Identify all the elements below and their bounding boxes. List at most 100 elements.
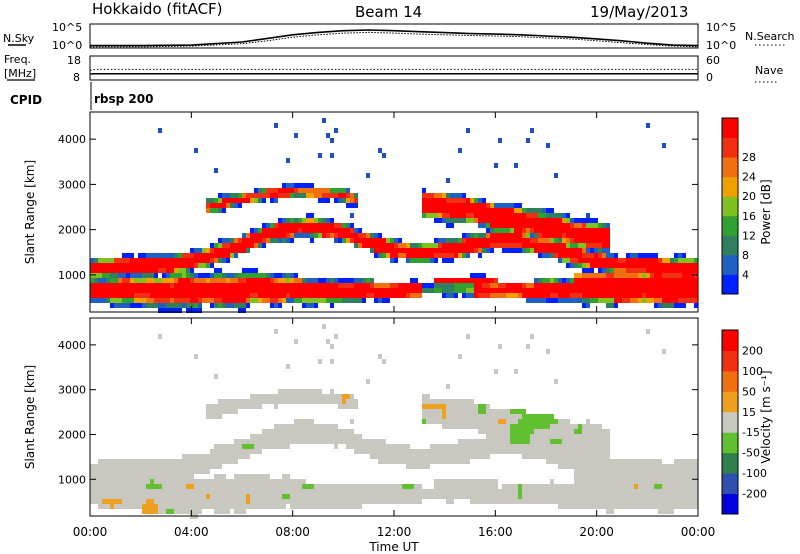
velocity-cell: [298, 504, 302, 509]
power-cell: [514, 223, 518, 228]
velocity-cell: [638, 474, 642, 479]
velocity-cell: [642, 464, 646, 469]
velocity-cell: [170, 499, 174, 504]
power-cell: [590, 263, 594, 268]
power-cell: [554, 228, 558, 233]
velocity-cell: [242, 439, 246, 444]
power-cell: [614, 283, 618, 288]
power-cell: [306, 303, 310, 308]
power-cell: [394, 258, 398, 263]
power-cell: [218, 273, 222, 278]
velocity-cell: [310, 419, 314, 424]
velocity-cell: [646, 329, 650, 334]
velocity-cell: [442, 449, 446, 454]
power-cell: [578, 253, 582, 258]
velocity-cell: [582, 424, 586, 429]
power-cell: [438, 288, 442, 293]
power-cell: [546, 293, 550, 298]
power-cell: [310, 218, 314, 223]
velocity-cell: [174, 509, 178, 514]
power-cell: [430, 208, 434, 213]
power-cell: [478, 278, 482, 283]
velocity-cell: [182, 504, 186, 509]
power-cell: [666, 293, 670, 298]
velocity-cell: [662, 494, 666, 499]
power-cell: [286, 158, 290, 163]
velocity-cell: [334, 489, 338, 494]
velocity-cell: [650, 474, 654, 479]
velocity-cell: [282, 439, 286, 444]
velocity-cell: [226, 484, 230, 489]
velocity-cell: [110, 459, 114, 464]
velocity-cell: [274, 479, 278, 484]
power-cell: [482, 278, 486, 283]
power-cell: [562, 248, 566, 253]
power-cell: [474, 218, 478, 223]
power-cell: [550, 283, 554, 288]
velocity-cell: [518, 429, 522, 434]
velocity-cell: [254, 489, 258, 494]
velocity-cell: [394, 454, 398, 459]
power-cell: [598, 238, 602, 243]
power-cell: [562, 238, 566, 243]
power-cell: [234, 193, 238, 198]
velocity-cell: [374, 484, 378, 489]
power-cell: [450, 248, 454, 253]
power-cell: [550, 213, 554, 218]
velocity-cell: [462, 439, 466, 444]
velocity-cell: [266, 434, 270, 439]
velocity-cell: [622, 489, 626, 494]
power-cell: [398, 243, 402, 248]
power-cell: [486, 213, 490, 218]
power-cell: [522, 283, 526, 288]
velocity-cell: [130, 459, 134, 464]
power-cell: [574, 218, 578, 223]
velocity-cell: [510, 494, 514, 499]
velocity-cell: [218, 504, 222, 509]
power-cell: [434, 253, 438, 258]
velocity-cell: [258, 489, 262, 494]
velocity-cell: [170, 459, 174, 464]
power-cell: [166, 263, 170, 268]
power-cell: [482, 273, 486, 278]
power-cell: [570, 258, 574, 263]
velocity-cell: [470, 499, 474, 504]
velocity-cell: [334, 394, 338, 399]
velocity-cell: [498, 449, 502, 454]
velocity-cell: [406, 454, 410, 459]
power-cell: [450, 258, 454, 263]
power-cell: [546, 223, 550, 228]
power-cell: [654, 298, 658, 303]
velocity-cell: [658, 479, 662, 484]
velocity-cell: [586, 439, 590, 444]
power-cell: [114, 293, 118, 298]
velocity-cell: [498, 414, 502, 419]
power-cell: [454, 248, 458, 253]
velocity-cell: [590, 484, 594, 489]
power-cell: [434, 278, 438, 283]
velocity-cell: [330, 484, 334, 489]
power-cell: [514, 218, 518, 223]
power-cell: [458, 243, 462, 248]
velocity-cell: [290, 429, 294, 434]
power-cell: [410, 258, 414, 263]
power-cell: [358, 298, 362, 303]
power-cell: [278, 288, 282, 293]
power-cell: [186, 273, 190, 278]
velocity-cell: [614, 494, 618, 499]
velocity-cell: [386, 449, 390, 454]
velocity-cell: [506, 489, 510, 494]
velocity-cell: [598, 429, 602, 434]
power-cell: [98, 258, 102, 263]
velocity-cell: [646, 474, 650, 479]
velocity-cell: [570, 459, 574, 464]
velocity-cell: [694, 479, 698, 484]
velocity-cell: [602, 449, 606, 454]
velocity-cell: [394, 449, 398, 454]
velocity-cell: [490, 494, 494, 499]
velocity-cell: [154, 459, 158, 464]
velocity-cell: [486, 434, 490, 439]
velocity-cell: [390, 454, 394, 459]
velocity-cell: [262, 394, 266, 399]
velocity-cell: [438, 494, 442, 499]
